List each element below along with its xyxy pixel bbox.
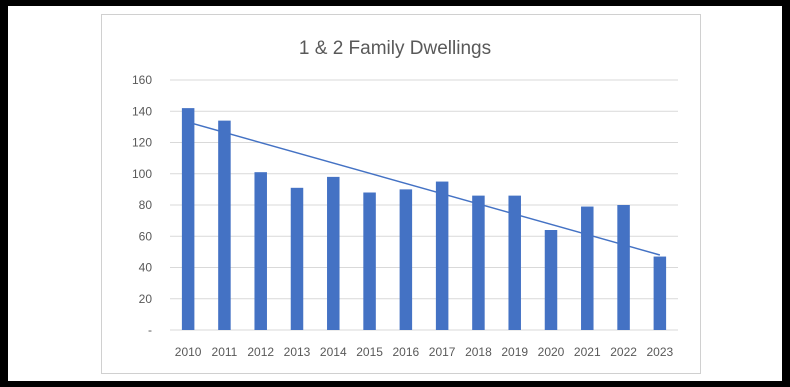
x-tick-label: 2023 <box>647 345 674 359</box>
chart-title: 1 & 2 Family Dwellings <box>299 38 491 59</box>
x-tick-label: 2022 <box>610 345 637 359</box>
x-tick-label: 2020 <box>538 345 565 359</box>
x-axis: 2010 2011 2012 2013 2014 2015 2016 2017 2018 2019… <box>175 345 674 359</box>
bar-2014 <box>327 177 340 330</box>
x-tick-label: 2018 <box>465 345 492 359</box>
y-tick-label: 60 <box>139 229 153 243</box>
bar-2010 <box>182 108 195 330</box>
bar-2011 <box>218 121 231 330</box>
y-tick-label: - <box>148 323 152 337</box>
bar-2018 <box>472 196 485 330</box>
bar-2021 <box>581 207 594 330</box>
y-tick-label: 80 <box>139 198 153 212</box>
y-axis: - 20 40 60 80 100 120 140 160 <box>132 73 152 337</box>
y-tick-label: 140 <box>132 104 152 118</box>
y-tick-label: 160 <box>132 73 152 87</box>
y-tick-label: 120 <box>132 136 152 150</box>
x-tick-label: 2019 <box>501 345 528 359</box>
x-tick-label: 2013 <box>284 345 311 359</box>
x-tick-label: 2012 <box>247 345 274 359</box>
bar-2016 <box>400 189 413 330</box>
x-tick-label: 2017 <box>429 345 456 359</box>
x-tick-label: 2015 <box>356 345 383 359</box>
bar-2023 <box>654 257 667 330</box>
x-tick-label: 2010 <box>175 345 202 359</box>
y-tick-label: 40 <box>139 261 153 275</box>
x-tick-label: 2016 <box>393 345 420 359</box>
bar-2013 <box>291 188 304 330</box>
y-tick-label: 100 <box>132 167 152 181</box>
x-tick-label: 2021 <box>574 345 601 359</box>
x-tick-label: 2014 <box>320 345 347 359</box>
gridlines <box>170 80 678 330</box>
y-tick-label: 20 <box>139 292 153 306</box>
bar-2020 <box>545 230 558 330</box>
bar-2017 <box>436 182 449 330</box>
x-tick-label: 2011 <box>212 345 238 359</box>
bar-2015 <box>363 193 376 331</box>
bar-2012 <box>254 172 267 330</box>
bar-2022 <box>617 205 630 330</box>
